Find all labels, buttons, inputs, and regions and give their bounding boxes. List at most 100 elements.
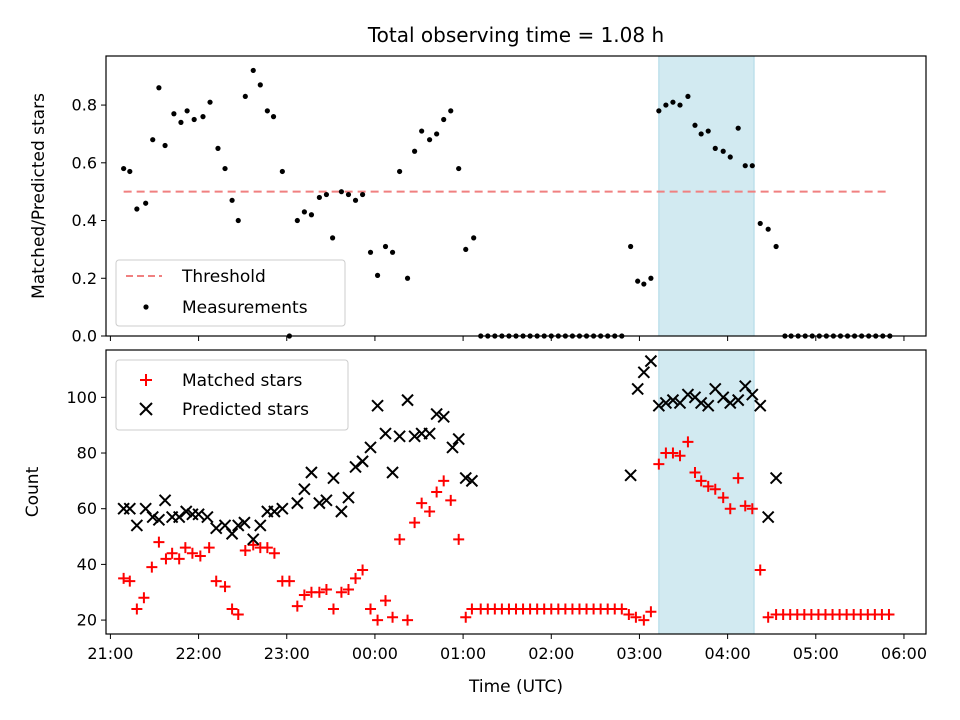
matched-stars-point: [146, 561, 158, 573]
predicted-stars-point: [465, 474, 479, 488]
matched-stars-point: [335, 586, 347, 598]
matched-stars-point: [118, 572, 130, 584]
measurement-point: [191, 116, 197, 123]
predicted-stars-point: [371, 399, 384, 412]
measurement-point: [463, 246, 469, 253]
predicted-stars-point: [659, 396, 673, 410]
matched-stars-point: [298, 589, 310, 601]
matched-stars-point: [283, 575, 295, 587]
top-x-ticks: [109, 336, 905, 341]
legend-predicted-swatch: [139, 402, 153, 416]
predicted-stars-point: [644, 354, 658, 368]
predicted-stars-point: [637, 366, 651, 379]
measurement-point: [359, 191, 366, 198]
bottom-y-tick-label: 80: [77, 444, 97, 463]
measurement-point: [264, 108, 270, 114]
matched-stars-point: [153, 536, 165, 548]
predicted-stars-point: [180, 505, 193, 518]
matched-stars-point: [616, 603, 628, 615]
predicted-stars-point: [192, 508, 205, 521]
predicted-stars-point: [386, 466, 399, 479]
measurement-point: [270, 114, 277, 120]
predicted-stars-point: [459, 471, 472, 485]
measurement-point: [635, 278, 641, 284]
measurement-point: [338, 189, 345, 195]
x-tick-label: 23:00: [264, 644, 310, 663]
x-tick-label: 04:00: [705, 644, 751, 663]
matched-stars-point: [762, 611, 774, 623]
measurement-point: [426, 137, 433, 143]
predicted-stars-point: [130, 519, 144, 532]
predicted-stars-point: [716, 391, 730, 404]
bottom-legend-box: [115, 359, 349, 431]
predicted-stars-point: [146, 510, 159, 524]
measurement-point: [250, 67, 256, 74]
top-y-tick-label: 0.0: [72, 327, 97, 346]
matched-stars-point: [453, 533, 465, 545]
highlight-span-top: [658, 55, 755, 337]
matched-stars-point: [754, 564, 766, 576]
top-y-axis-label: Matched/Predicted stars: [29, 93, 49, 299]
bottom-y-axis-label: Count: [23, 466, 43, 517]
predicted-stars-point: [631, 382, 644, 396]
matched-stars-point: [638, 614, 650, 626]
legend-predicted-label: Predicted stars: [182, 400, 309, 420]
legend-measurements-swatch: [143, 304, 149, 310]
predicted-stars-point: [117, 502, 130, 515]
matched-stars-point: [431, 486, 443, 498]
measurement-point: [677, 102, 683, 108]
predicted-stars-point: [123, 502, 137, 515]
matched-stars-point: [695, 475, 707, 487]
predicted-stars-point: [761, 510, 775, 524]
matched-stars-point: [342, 583, 354, 595]
measurement-point: [448, 108, 454, 114]
x-tick-label: 22:00: [176, 644, 222, 663]
matched-stars-point: [438, 475, 450, 487]
predicted-stars-point: [437, 410, 450, 424]
measurement-point: [294, 217, 300, 224]
matched-stars-point: [732, 472, 744, 484]
matched-stars-point: [445, 494, 457, 506]
measurement-point: [648, 275, 654, 281]
top-y-tick-label: 0.6: [72, 153, 97, 172]
measurement-point: [441, 116, 447, 123]
predicted-stars-point: [746, 388, 759, 401]
x-tick-label: 05:00: [793, 644, 839, 663]
predicted-stars-point: [754, 399, 767, 412]
bottom-y-ticks: 20 40 60 80 100: [66, 388, 106, 630]
top-y-ticks: 0.0 0.2 0.4 0.6 0.8: [72, 96, 106, 346]
measurement-point: [127, 168, 133, 175]
matched-stars-point: [409, 517, 421, 529]
matched-stars-point: [709, 483, 721, 495]
measurement-point: [222, 165, 228, 172]
matched-stars-point: [394, 533, 406, 545]
predicted-stars-point: [210, 521, 223, 535]
predicted-stars-point: [254, 519, 267, 532]
matched-stars-point: [131, 603, 143, 615]
predicted-stars-point: [408, 430, 421, 443]
measurement-point: [330, 235, 336, 241]
predicted-stars-point: [349, 460, 362, 474]
matched-stars-point: [239, 544, 251, 556]
measurement-point: [641, 281, 647, 287]
chart-title: Total observing time = 1.08 h: [367, 23, 664, 47]
matched-stars-point: [630, 611, 642, 623]
matched-stars-point: [179, 542, 191, 554]
measurement-point: [257, 82, 263, 88]
matched-stars-point: [138, 592, 150, 604]
x-axis-label: Time (UTC): [468, 677, 563, 697]
matched-stars-point: [124, 575, 136, 587]
measurement-point: [301, 209, 307, 215]
bottom-x-ticks: 21:00 22:00 23:00 00:00 01:00 02:00 03:00 04:00…: [87, 634, 927, 663]
measurement-point: [456, 165, 462, 172]
measurement-point: [308, 212, 315, 218]
measurement-point: [162, 142, 168, 149]
measurement-point: [720, 148, 726, 154]
predicted-stars-point: [232, 519, 245, 532]
predicted-stars-point: [446, 441, 459, 454]
x-tick-label: 06:00: [881, 644, 927, 663]
matched-stars-point: [387, 611, 399, 623]
matched-stars-point: [160, 553, 172, 565]
matched-stars-point: [357, 564, 369, 576]
